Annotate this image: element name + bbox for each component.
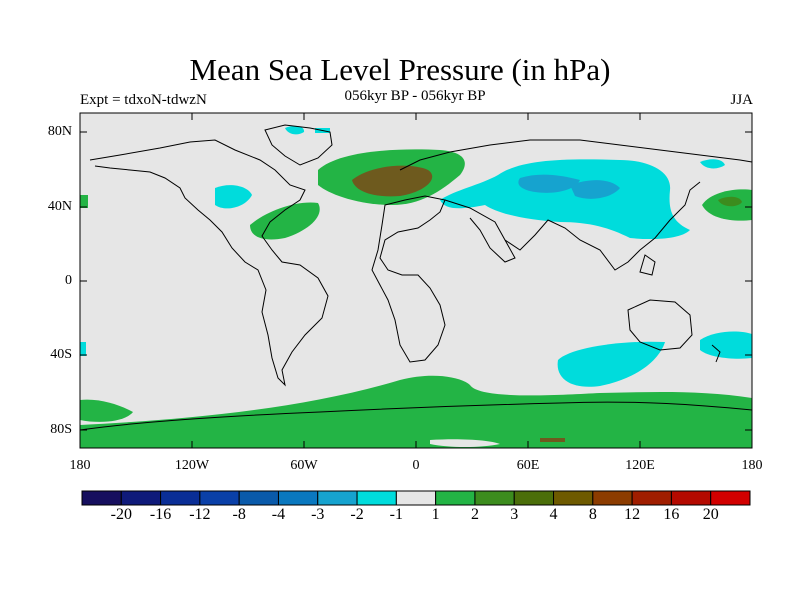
lon-label-180w: 180 [69, 458, 91, 473]
colorbar-swatch [317, 490, 358, 506]
colorbar-swatch [120, 490, 162, 506]
lon-label-0: 0 [412, 458, 420, 473]
colorbar-label: 16 [663, 506, 680, 523]
lon-label-120w: 120W [174, 458, 210, 473]
lat-label-40n: 40N [47, 199, 72, 214]
anomaly-siberia [700, 159, 725, 169]
colorbar-label: 4 [549, 506, 558, 523]
anomaly-south-indian-ocean [557, 341, 665, 387]
anomaly-north-america [215, 185, 252, 209]
colorbar-swatch [553, 490, 594, 506]
colorbar-swatch [160, 490, 201, 506]
colorbar-swatch [670, 490, 712, 506]
anomaly-west-atlantic [250, 202, 320, 240]
colorbar-swatch [199, 490, 240, 506]
colorbar-label: -1 [389, 506, 403, 523]
colorbar-label: -2 [350, 506, 364, 523]
map-title: Mean Sea Level Pressure (in hPa) [189, 52, 611, 87]
colorbar-swatch [631, 490, 672, 506]
colorbar [81, 490, 751, 506]
anomaly-west-edge-south [80, 342, 86, 356]
colorbar-label: 3 [510, 506, 519, 523]
neutral-patch-south [430, 439, 500, 447]
lat-label-80n: 80N [47, 124, 72, 139]
colorbar-swatch [277, 490, 319, 506]
colorbar-label: -8 [232, 506, 246, 523]
experiment-label: Expt = tdxoN-tdwzN [80, 92, 207, 108]
lon-label-60w: 60W [290, 458, 318, 473]
lon-label-60e: 60E [516, 458, 540, 473]
colorbar-swatch [513, 490, 555, 506]
colorbar-label: 2 [470, 506, 479, 523]
colorbar-label: 12 [624, 506, 641, 523]
coastlines [79, 124, 753, 431]
colorbar-swatch [356, 490, 397, 506]
anomaly-eurasia-core-east [570, 180, 620, 199]
anomaly-west-edge [80, 195, 88, 208]
colorbar-label: -3 [311, 506, 325, 523]
colorbar-swatch [238, 490, 279, 506]
anomaly-south-pacific [700, 331, 752, 359]
anomaly-eurasia-core-west [518, 174, 580, 193]
axis-ticks [80, 113, 752, 448]
colorbar-label: -12 [189, 506, 211, 523]
lon-label-120e: 120E [625, 458, 655, 473]
colorbar-label: 1 [431, 506, 440, 523]
lat-label-40s: 40S [50, 347, 72, 362]
anomaly-greenland [285, 125, 305, 135]
anomaly-north-pacific-core [718, 196, 742, 207]
colorbar-label: -4 [271, 506, 286, 523]
colorbar-label: -20 [110, 506, 132, 523]
colorbar-swatch [710, 490, 751, 506]
anomaly-southern-ocean [80, 375, 752, 448]
colorbar-swatch [81, 490, 122, 506]
anomaly-north-atlantic-core [352, 165, 433, 197]
colorbar-label: 8 [588, 506, 597, 523]
colorbar-label: 20 [702, 506, 719, 523]
anomaly-southern-ocean-west [80, 399, 133, 422]
anomaly-eurasia [440, 159, 690, 240]
colorbar-swatch [435, 490, 476, 506]
anomaly-southern-ocean-core [540, 438, 565, 442]
colorbar-swatch [474, 490, 515, 506]
lon-label-180e: 180 [741, 458, 763, 473]
lat-label-80s: 80S [50, 422, 72, 437]
season-label: JJA [730, 92, 753, 108]
colorbar-swatch [592, 490, 633, 506]
period-label: 056kyr BP - 056kyr BP [344, 88, 486, 104]
colorbar-label: -16 [149, 506, 172, 523]
map-field [79, 112, 753, 449]
lat-label-0: 0 [65, 273, 72, 288]
colorbar-swatch [395, 490, 437, 506]
